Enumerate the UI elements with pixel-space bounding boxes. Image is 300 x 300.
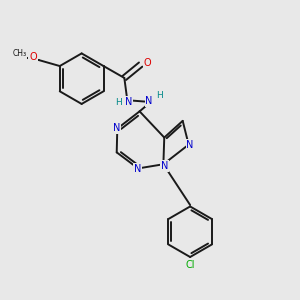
Text: N: N xyxy=(145,96,153,106)
Text: Cl: Cl xyxy=(185,260,195,270)
Text: H: H xyxy=(157,91,164,100)
Text: N: N xyxy=(134,164,141,174)
Text: O: O xyxy=(29,52,37,62)
Text: N: N xyxy=(125,97,133,107)
Text: O: O xyxy=(143,58,151,68)
Text: H: H xyxy=(115,98,122,107)
Text: N: N xyxy=(113,123,120,133)
Text: N: N xyxy=(161,161,169,171)
Text: CH₃: CH₃ xyxy=(13,49,27,58)
Text: N: N xyxy=(186,140,194,150)
